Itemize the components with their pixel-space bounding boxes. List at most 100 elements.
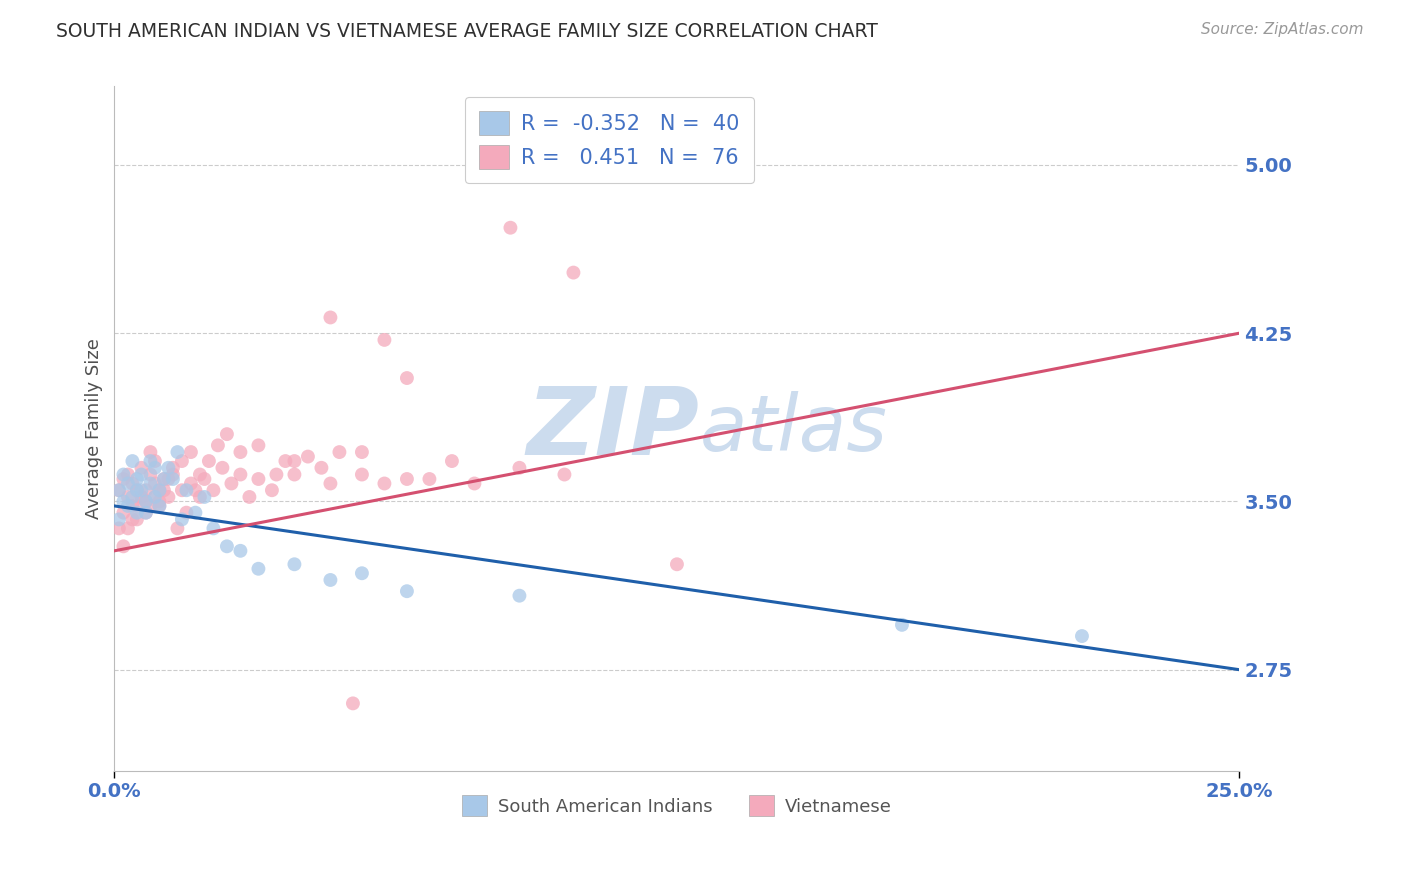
Point [247,562,270,576]
Point [440,454,463,468]
Point [1071,629,1094,643]
Point [238,490,260,504]
Point [117,467,139,482]
Point [297,450,319,464]
Point [117,490,139,504]
Point [112,472,135,486]
Point [170,512,193,526]
Point [562,266,585,280]
Point [135,494,157,508]
Point [162,467,184,482]
Point [139,499,162,513]
Point [418,472,440,486]
Point [188,490,211,504]
Point [193,472,215,486]
Point [162,460,184,475]
Point [266,467,288,482]
Point [135,506,157,520]
Point [108,521,131,535]
Point [176,506,198,520]
Point [117,521,139,535]
Point [665,558,688,572]
Point [117,499,139,513]
Point [166,445,188,459]
Text: Source: ZipAtlas.com: Source: ZipAtlas.com [1201,22,1364,37]
Point [247,472,270,486]
Point [311,460,333,475]
Point [131,490,153,504]
Point [108,483,131,498]
Point [395,371,418,385]
Point [211,460,233,475]
Point [108,512,131,526]
Point [112,506,135,520]
Point [229,543,252,558]
Text: atlas: atlas [699,391,887,467]
Point [180,476,202,491]
Point [170,483,193,498]
Point [553,467,575,482]
Point [207,438,229,452]
Point [283,558,305,572]
Point [202,483,225,498]
Point [274,454,297,468]
Point [139,445,162,459]
Point [148,483,170,498]
Point [319,573,342,587]
Point [121,499,143,513]
Point [139,476,162,491]
Point [157,460,180,475]
Point [153,483,176,498]
Point [328,445,350,459]
Point [139,454,162,468]
Point [125,499,148,513]
Point [112,494,135,508]
Point [342,697,364,711]
Point [891,618,914,632]
Point [247,438,270,452]
Point [131,483,153,498]
Point [221,476,243,491]
Point [283,467,305,482]
Point [125,506,148,520]
Point [188,467,211,482]
Point [350,445,373,459]
Point [283,454,305,468]
Point [148,483,170,498]
Point [135,494,157,508]
Point [143,476,166,491]
Point [176,483,198,498]
Point [229,445,252,459]
Point [143,454,166,468]
Point [153,472,176,486]
Point [319,310,342,325]
Text: SOUTH AMERICAN INDIAN VS VIETNAMESE AVERAGE FAMILY SIZE CORRELATION CHART: SOUTH AMERICAN INDIAN VS VIETNAMESE AVER… [56,22,879,41]
Point [395,584,418,599]
Point [499,220,522,235]
Point [131,490,153,504]
Point [131,460,153,475]
Point [215,427,238,442]
Legend: South American Indians, Vietnamese: South American Indians, Vietnamese [454,788,898,823]
Point [125,483,148,498]
Point [463,476,485,491]
Point [153,472,176,486]
Point [184,506,207,520]
Point [184,483,207,498]
Point [193,490,215,504]
Point [157,472,180,486]
Point [117,476,139,491]
Point [215,539,238,553]
Point [139,467,162,482]
Point [350,566,373,581]
Point [131,467,153,482]
Point [198,454,221,468]
Point [202,521,225,535]
Text: ZIP: ZIP [527,383,699,475]
Point [143,460,166,475]
Point [229,467,252,482]
Point [260,483,283,498]
Point [395,472,418,486]
Point [170,454,193,468]
Point [112,539,135,553]
